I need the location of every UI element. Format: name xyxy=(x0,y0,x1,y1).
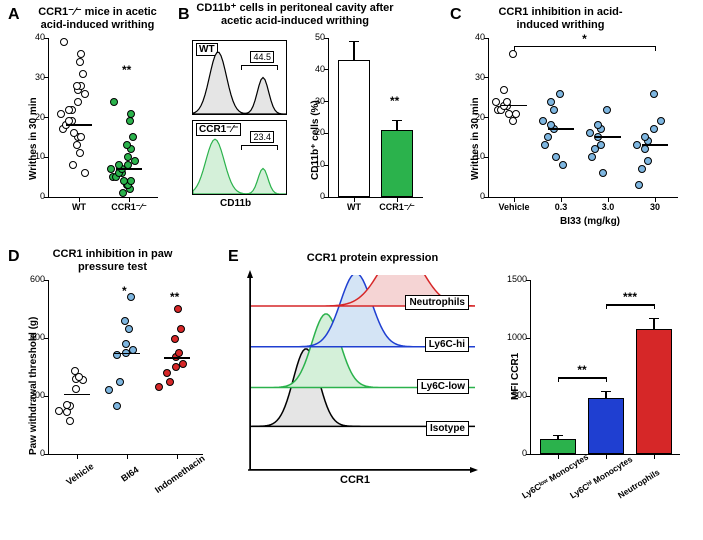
panel-b-title: CD11b⁺ cells in peritoneal cavity after … xyxy=(180,2,410,28)
panel-e-histo: NeutrophilsLy6C-hiLy6C-lowIsotype xyxy=(250,275,475,470)
panel-a-label: A xyxy=(8,6,20,24)
panel-c-chart: 010203040Vehicle0.33.030* xyxy=(488,38,678,198)
panel-b-histo-ccr1: CCR1⁻⁄⁻23.4 xyxy=(192,120,287,195)
panel-e-xarrow xyxy=(248,467,478,477)
panel-c-label: C xyxy=(450,6,462,24)
panel-c-ylabel: Writhes in 30 min xyxy=(470,97,481,180)
panel-b-bar-chart: 01020304050WTCCR1⁻⁄⁻** xyxy=(328,38,423,198)
panel-b-histo-wt: WT44.5 xyxy=(192,40,287,115)
panel-d-title: CCR1 inhibition in paw pressure test xyxy=(40,248,185,274)
panel-b-histo-xlabel: CD11b xyxy=(220,198,251,209)
panel-e-title: CCR1 protein expression xyxy=(285,252,460,265)
panel-a-title: CCR1⁻⁄⁻ mice in acetic acid-induced writ… xyxy=(30,6,165,32)
panel-a-ylabel: Writhes in 30 min xyxy=(28,97,39,180)
panel-c-title: CCR1 inhibition in acid-induced writhing xyxy=(488,6,633,32)
panel-c-xlabel: BI33 (mg/kg) xyxy=(560,216,620,227)
panel-e-yarrow xyxy=(244,270,254,470)
panel-e-bar-chart: 050010001500Ly6Cˡᵒʷ MonocytesLy6Cʰⁱ Mono… xyxy=(530,280,680,455)
panel-d-chart: 0200400600VehicleBI64Indomethacin*** xyxy=(48,280,203,455)
panel-d-label: D xyxy=(8,248,20,266)
panel-e-label: E xyxy=(228,248,239,266)
panel-a-chart: 010203040WTCCR1⁻⁄⁻** xyxy=(48,38,158,198)
